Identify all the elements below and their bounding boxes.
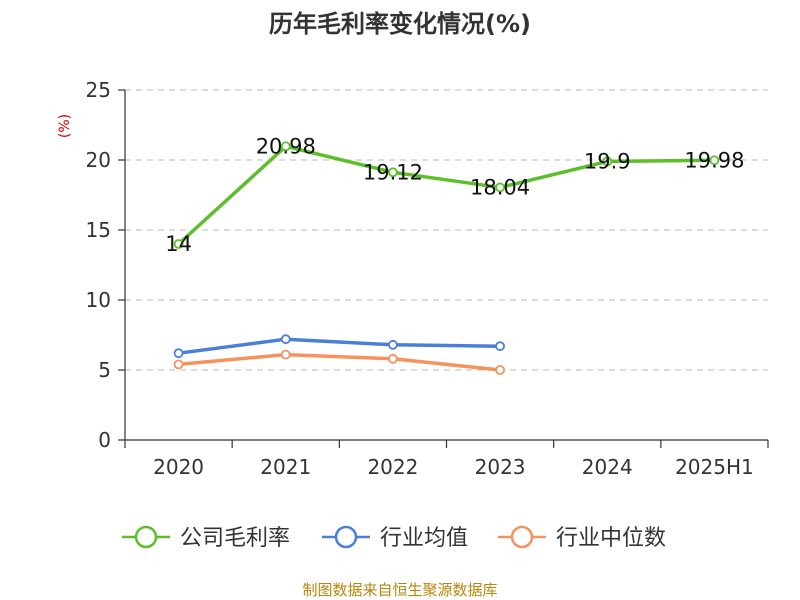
legend-marker — [134, 525, 158, 549]
x-axis: 2020 2021 2022 2023 2024 2025H1 — [124, 439, 769, 479]
chart-title: 历年毛利率变化情况(%) — [269, 10, 531, 38]
y-axis-unit: (%) — [57, 114, 73, 138]
legend-label: 行业均值 — [380, 526, 468, 551]
series-line-2 — [176, 352, 502, 372]
data-point — [280, 334, 291, 345]
y-tick-label: 25 — [86, 78, 111, 102]
data-labels: 14 20.98 19.12 18.04 19.9 19.98 — [165, 134, 744, 256]
source-note: 制图数据来自恒生聚源数据库 — [302, 581, 497, 599]
x-tick-label: 2022 — [367, 455, 418, 479]
legend-item-2[interactable]: 行业中位数 — [498, 525, 666, 551]
data-point — [388, 339, 398, 350]
y-tick-label: 20 — [86, 148, 111, 172]
data-point — [602, 156, 613, 167]
data-label: 19.98 — [684, 148, 744, 172]
data-point — [280, 141, 291, 152]
series-line-0 — [176, 144, 717, 246]
data-label: 14 — [165, 232, 192, 256]
data-point — [173, 348, 184, 359]
legend-marker — [334, 525, 358, 549]
legend[interactable]: 公司毛利率 行业均值 行业中位数 — [122, 525, 666, 551]
grid-lines — [125, 89, 768, 371]
data-point — [388, 167, 398, 178]
data-point — [173, 239, 184, 249]
data-label: 20.98 — [256, 134, 316, 158]
data-point — [495, 341, 505, 352]
series-group — [173, 141, 720, 375]
data-point — [495, 365, 505, 375]
x-tick-label: 2021 — [260, 455, 311, 479]
y-tick-label: 10 — [86, 288, 111, 312]
legend-item-0[interactable]: 公司毛利率 — [122, 525, 290, 551]
y-tick-label: 15 — [86, 218, 111, 242]
data-point — [173, 359, 184, 370]
data-label: 18.04 — [470, 175, 530, 199]
data-point — [388, 353, 398, 364]
x-tick-label: 2020 — [153, 455, 204, 479]
series-line-1 — [176, 337, 502, 355]
data-point — [280, 349, 291, 360]
x-tick-label: 2024 — [582, 455, 633, 479]
data-label: 19.9 — [584, 149, 631, 173]
x-tick-label: 2023 — [475, 455, 526, 479]
y-tick-label: 0 — [98, 428, 111, 452]
data-point — [495, 182, 505, 193]
legend-label: 行业中位数 — [556, 526, 666, 551]
data-point — [709, 155, 720, 166]
y-tick-label: 5 — [98, 358, 111, 382]
legend-label: 公司毛利率 — [180, 526, 290, 551]
y-axis: 0 5 10 15 20 25 — [86, 78, 126, 452]
legend-marker — [510, 525, 534, 549]
data-label: 19.12 — [363, 160, 423, 184]
legend-item-1[interactable]: 行业均值 — [322, 525, 468, 551]
x-tick-label: 2025H1 — [675, 455, 754, 479]
